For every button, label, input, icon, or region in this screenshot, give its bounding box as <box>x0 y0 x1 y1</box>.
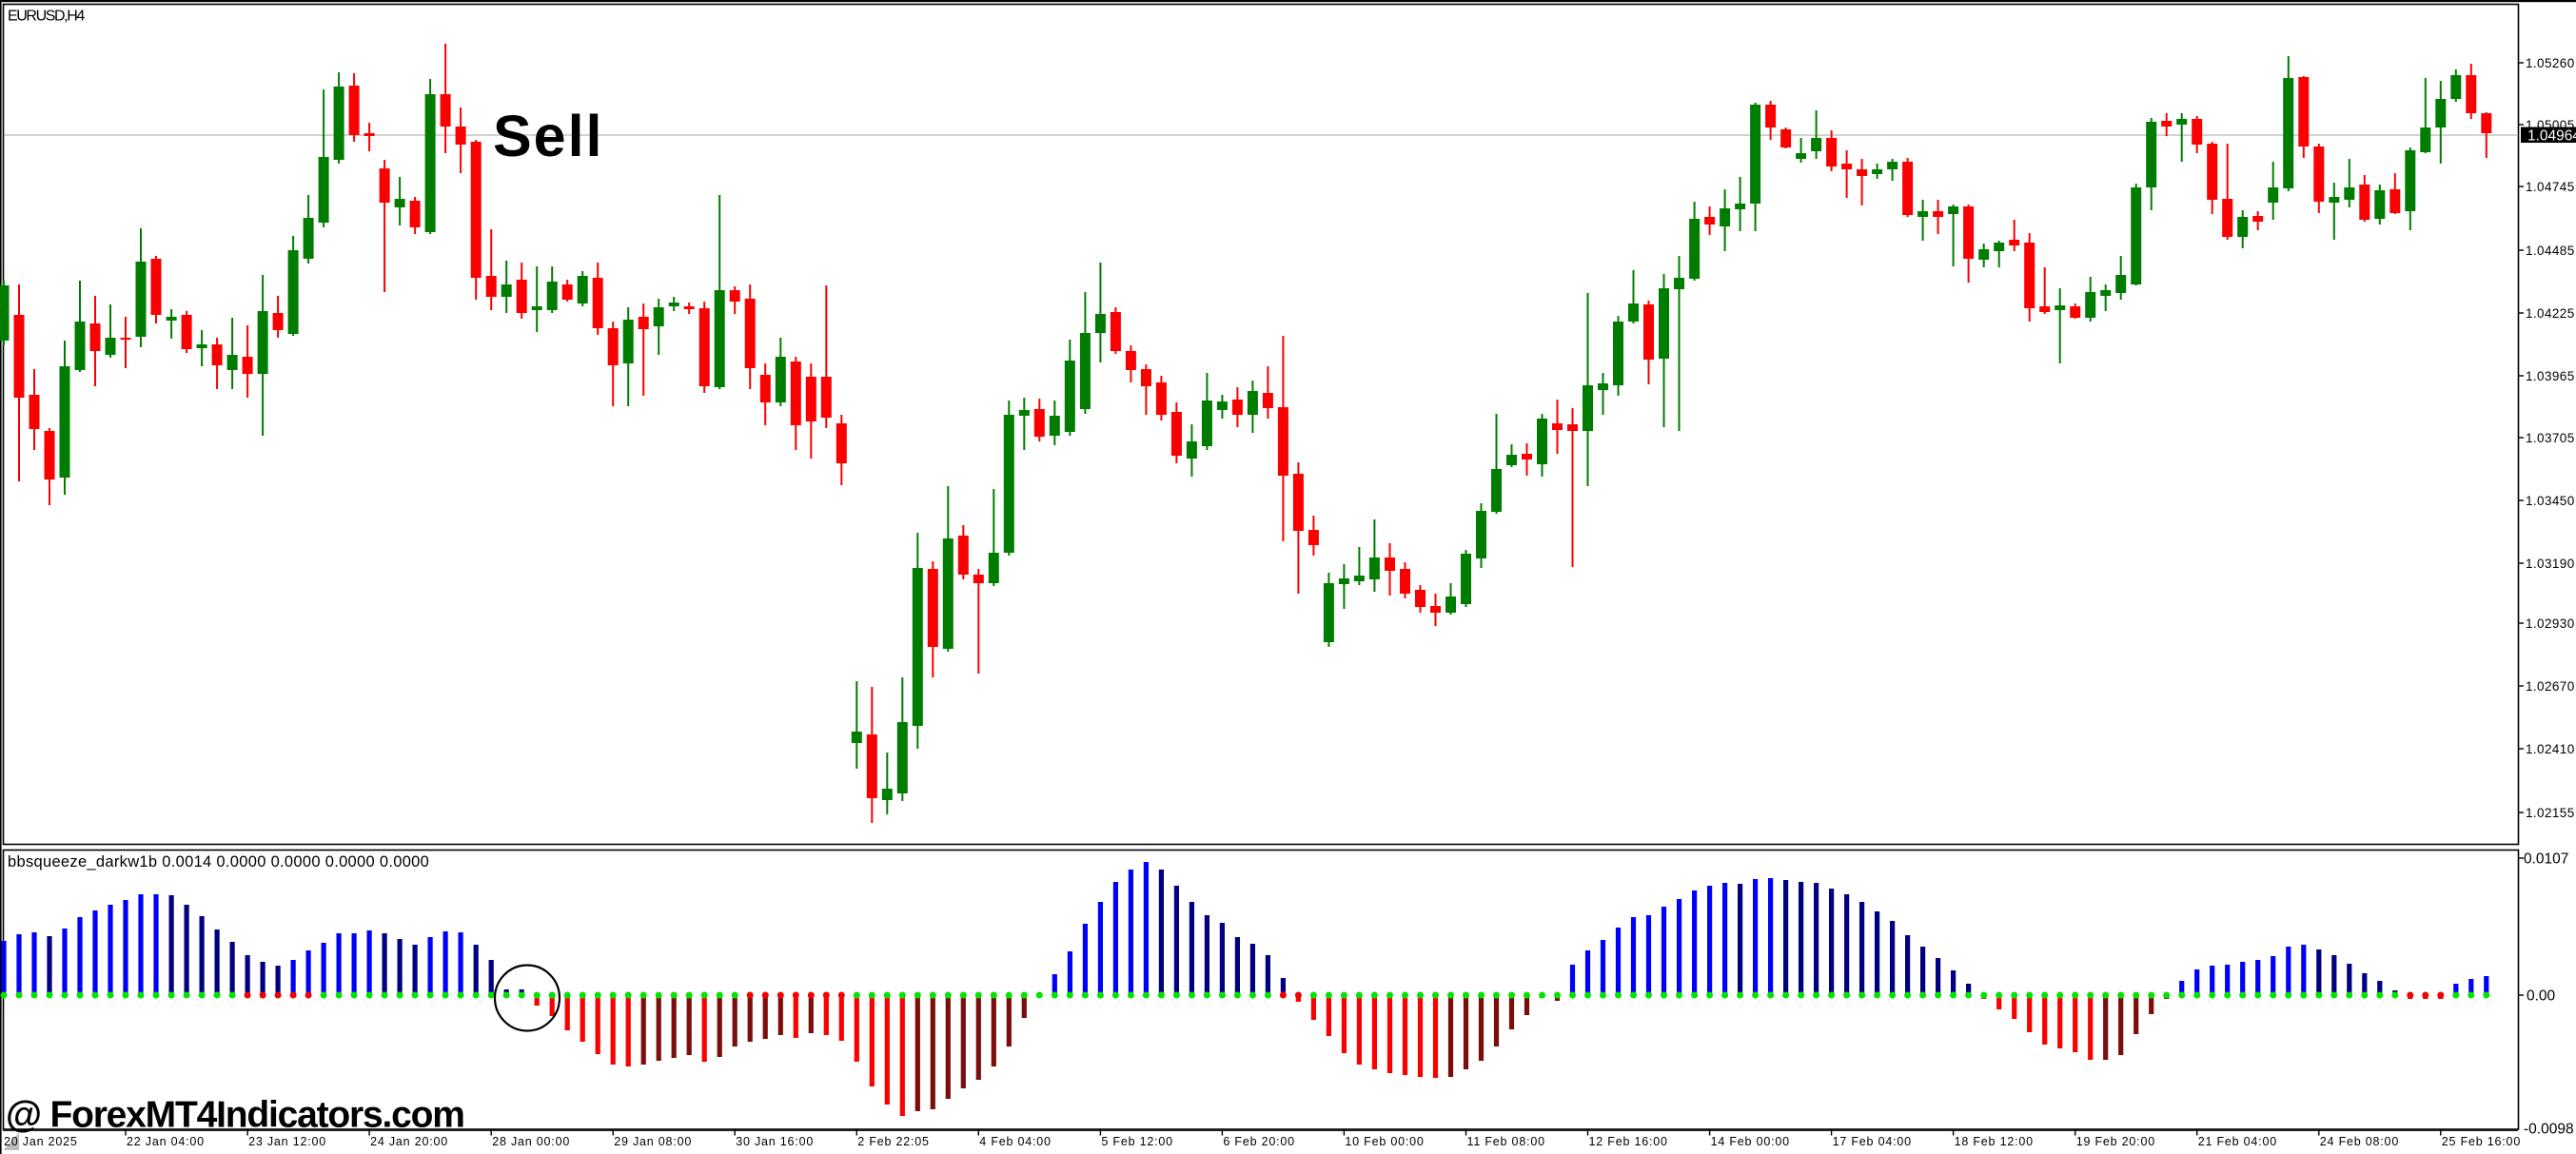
svg-text:17 Feb 04:00: 17 Feb 04:00 <box>1833 1135 1912 1148</box>
svg-text:0.0107: 0.0107 <box>2524 851 2568 868</box>
svg-text:@ ForexMT4Indicators.com: @ ForexMT4Indicators.com <box>6 1095 464 1136</box>
svg-text:1.02410: 1.02410 <box>2526 742 2575 756</box>
svg-text:24 Jan 20:00: 24 Jan 20:00 <box>370 1135 448 1148</box>
svg-text:Sell: Sell <box>493 104 604 168</box>
svg-text:28 Jan 00:00: 28 Jan 00:00 <box>492 1135 570 1148</box>
svg-text:29 Jan 08:00: 29 Jan 08:00 <box>614 1135 692 1148</box>
svg-text:30 Jan 16:00: 30 Jan 16:00 <box>736 1135 814 1148</box>
svg-text:1.04225: 1.04225 <box>2526 306 2575 321</box>
svg-text:1.03190: 1.03190 <box>2526 557 2575 571</box>
svg-text:21 Feb 04:00: 21 Feb 04:00 <box>2198 1135 2277 1148</box>
svg-text:0.00: 0.00 <box>2527 988 2556 1005</box>
svg-text:12 Feb 16:00: 12 Feb 16:00 <box>1589 1135 1668 1148</box>
svg-text:1.02930: 1.02930 <box>2526 616 2575 631</box>
svg-text:20 Jan 2025: 20 Jan 2025 <box>4 1135 78 1148</box>
svg-text:10 Feb 00:00: 10 Feb 00:00 <box>1345 1135 1424 1148</box>
svg-text:1.04745: 1.04745 <box>2526 180 2575 194</box>
svg-text:1.05260: 1.05260 <box>2526 56 2575 70</box>
svg-text:EURUSD,H4: EURUSD,H4 <box>8 9 85 25</box>
svg-text:1.04964: 1.04964 <box>2527 128 2576 145</box>
svg-text:1.03450: 1.03450 <box>2526 494 2575 508</box>
svg-text:11 Feb 08:00: 11 Feb 08:00 <box>1467 1135 1545 1148</box>
svg-text:1.02155: 1.02155 <box>2526 806 2575 820</box>
svg-text:24 Feb 08:00: 24 Feb 08:00 <box>2320 1135 2399 1148</box>
svg-text:25 Feb 16:00: 25 Feb 16:00 <box>2442 1135 2521 1148</box>
svg-text:1.03705: 1.03705 <box>2526 431 2575 445</box>
svg-text:1.04485: 1.04485 <box>2526 244 2575 258</box>
svg-text:2 Feb 22:05: 2 Feb 22:05 <box>857 1135 930 1148</box>
svg-text:bbsqueeze_darkw1b 0.0014 0.000: bbsqueeze_darkw1b 0.0014 0.0000 0.0000 0… <box>8 853 429 870</box>
svg-text:14 Feb 00:00: 14 Feb 00:00 <box>1711 1135 1790 1148</box>
svg-text:23 Jan 12:00: 23 Jan 12:00 <box>248 1135 326 1148</box>
svg-text:1.03965: 1.03965 <box>2526 369 2575 383</box>
svg-text:1.02670: 1.02670 <box>2526 679 2575 694</box>
svg-text:19 Feb 20:00: 19 Feb 20:00 <box>2076 1135 2155 1148</box>
svg-text:6 Feb 20:00: 6 Feb 20:00 <box>1223 1135 1295 1148</box>
svg-text:-0.0098: -0.0098 <box>2524 1122 2574 1138</box>
svg-text:18 Feb 12:00: 18 Feb 12:00 <box>1955 1135 2034 1148</box>
svg-text:22 Jan 04:00: 22 Jan 04:00 <box>127 1135 205 1148</box>
svg-text:5 Feb 12:00: 5 Feb 12:00 <box>1101 1135 1173 1148</box>
svg-text:4 Feb 04:00: 4 Feb 04:00 <box>979 1135 1052 1148</box>
